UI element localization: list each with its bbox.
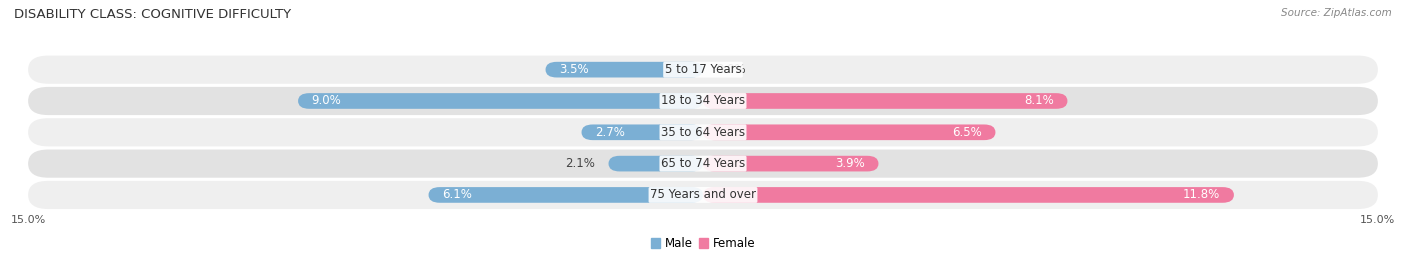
Text: 2.1%: 2.1%	[565, 157, 595, 170]
Text: 6.5%: 6.5%	[952, 126, 981, 139]
FancyBboxPatch shape	[28, 181, 1378, 209]
Text: 5 to 17 Years: 5 to 17 Years	[665, 63, 741, 76]
FancyBboxPatch shape	[609, 156, 703, 171]
Legend: Male, Female: Male, Female	[645, 232, 761, 255]
FancyBboxPatch shape	[703, 156, 879, 171]
FancyBboxPatch shape	[28, 118, 1378, 146]
Text: 75 Years and over: 75 Years and over	[650, 188, 756, 201]
Text: 3.5%: 3.5%	[560, 63, 589, 76]
Text: Source: ZipAtlas.com: Source: ZipAtlas.com	[1281, 8, 1392, 18]
FancyBboxPatch shape	[703, 187, 1234, 203]
FancyBboxPatch shape	[28, 56, 1378, 84]
Text: 35 to 64 Years: 35 to 64 Years	[661, 126, 745, 139]
Text: 11.8%: 11.8%	[1184, 188, 1220, 201]
FancyBboxPatch shape	[28, 87, 1378, 115]
FancyBboxPatch shape	[546, 62, 703, 77]
FancyBboxPatch shape	[703, 124, 995, 140]
Text: 6.1%: 6.1%	[441, 188, 472, 201]
FancyBboxPatch shape	[298, 93, 703, 109]
Text: 8.1%: 8.1%	[1024, 94, 1054, 107]
FancyBboxPatch shape	[703, 93, 1067, 109]
Text: 9.0%: 9.0%	[312, 94, 342, 107]
Text: 65 to 74 Years: 65 to 74 Years	[661, 157, 745, 170]
Text: 2.7%: 2.7%	[595, 126, 624, 139]
Text: 0.0%: 0.0%	[717, 63, 747, 76]
Text: 3.9%: 3.9%	[835, 157, 865, 170]
FancyBboxPatch shape	[28, 150, 1378, 178]
FancyBboxPatch shape	[582, 124, 703, 140]
FancyBboxPatch shape	[429, 187, 703, 203]
Text: DISABILITY CLASS: COGNITIVE DIFFICULTY: DISABILITY CLASS: COGNITIVE DIFFICULTY	[14, 8, 291, 21]
Text: 18 to 34 Years: 18 to 34 Years	[661, 94, 745, 107]
